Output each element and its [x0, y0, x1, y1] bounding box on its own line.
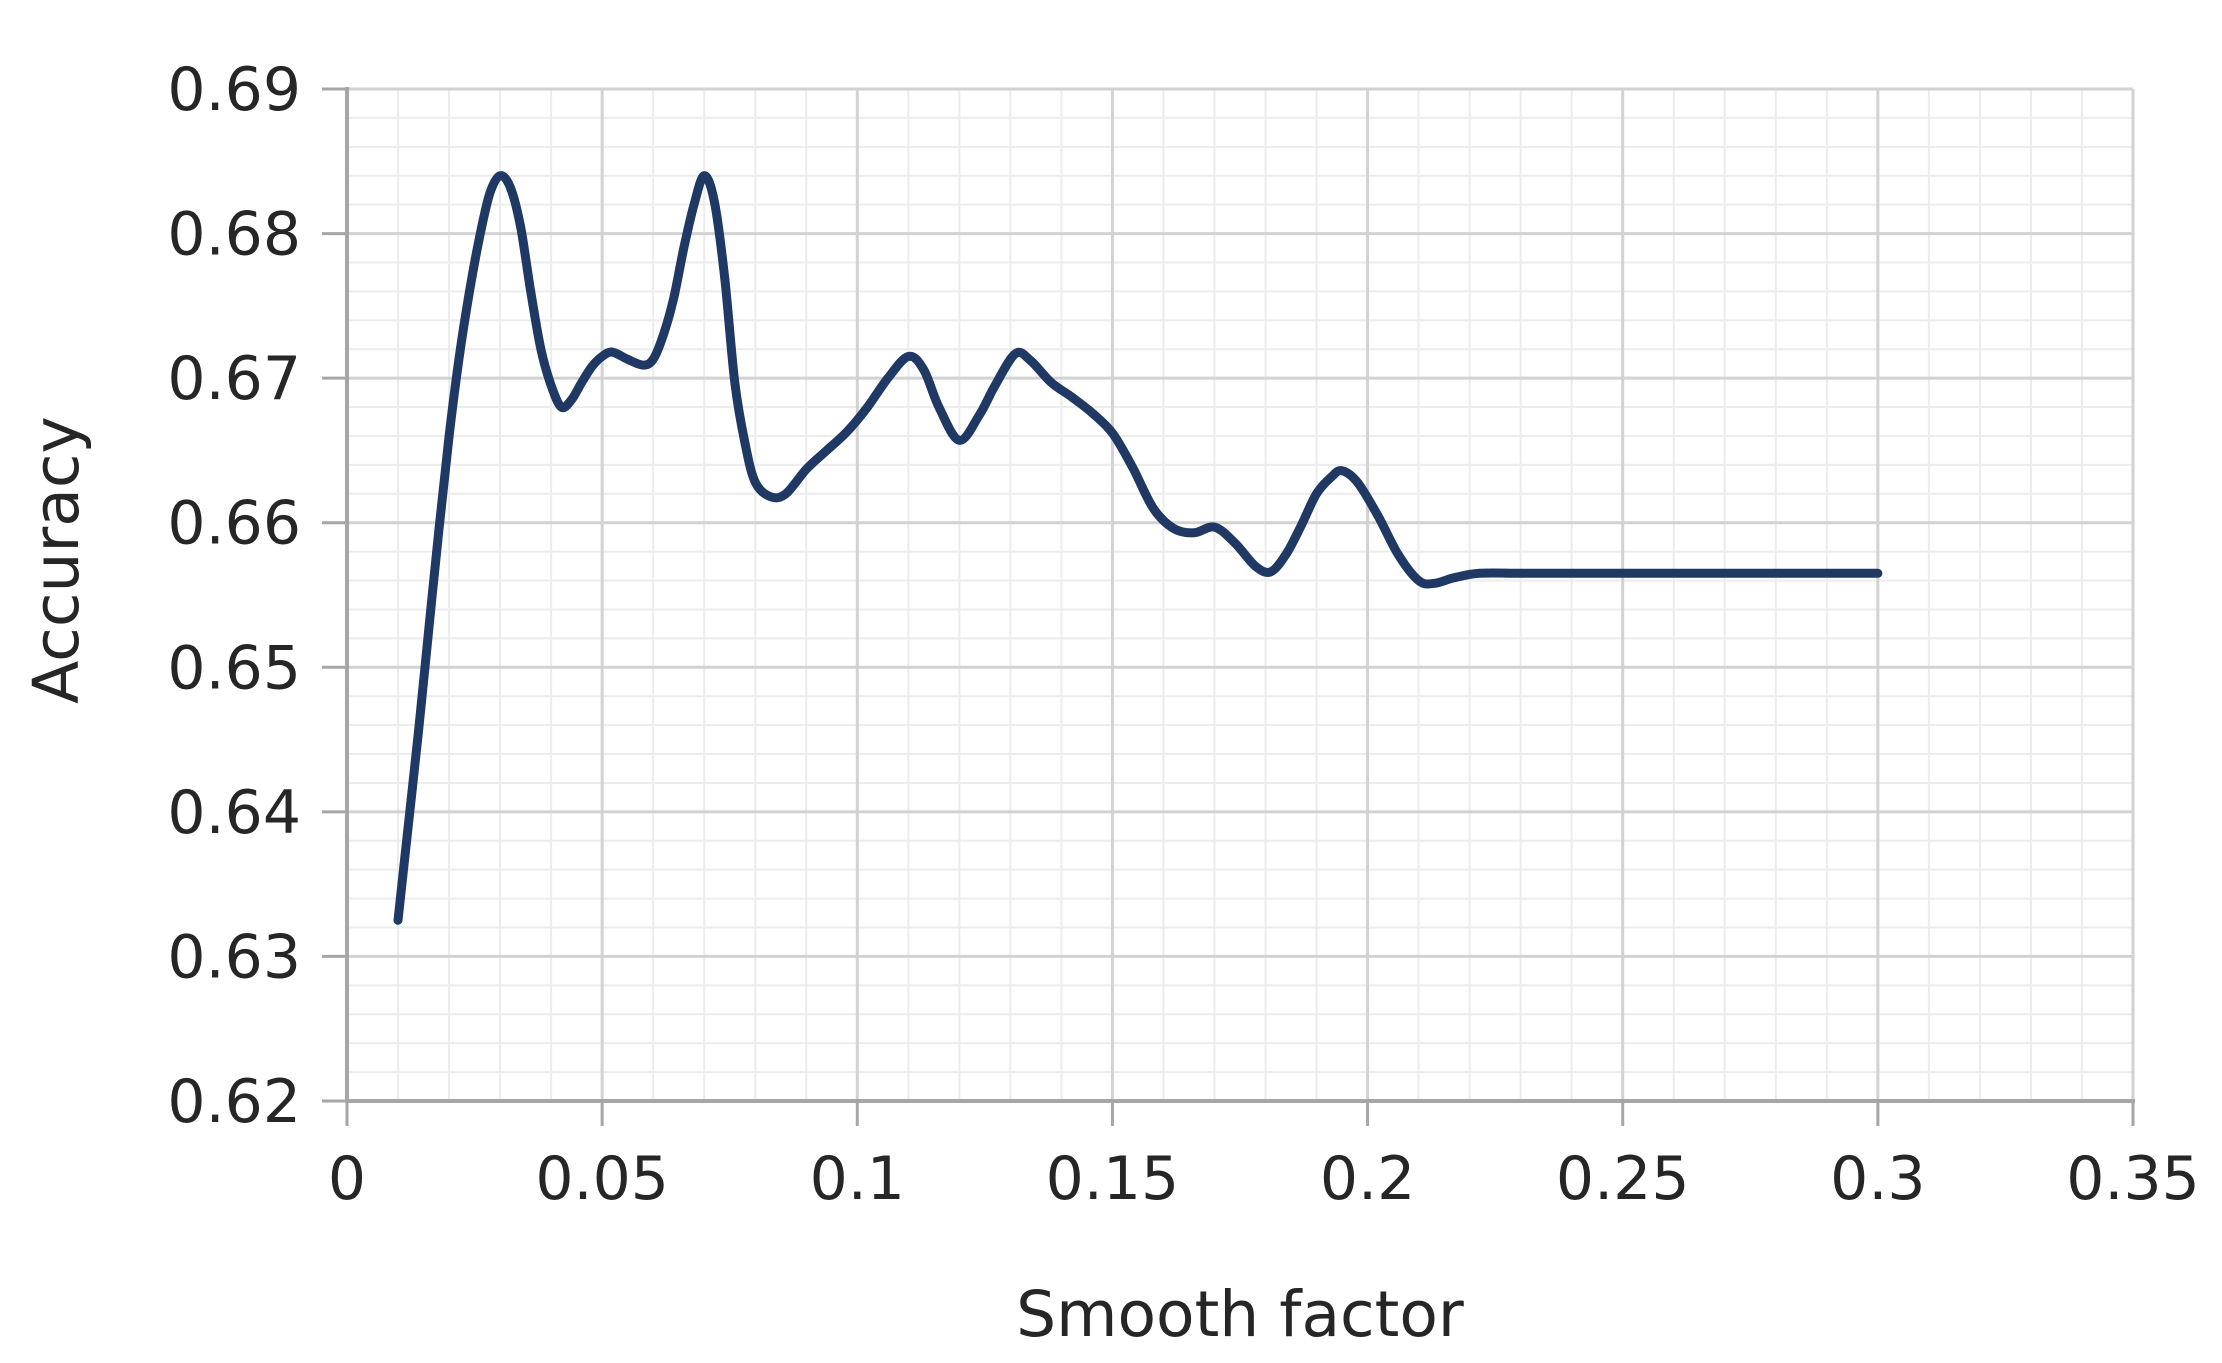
data-series: [393, 171, 1883, 925]
x-tick-label: 0: [328, 1144, 366, 1214]
x-tick-label: 0.1: [810, 1144, 905, 1214]
y-tick-label: 0.64: [167, 778, 301, 848]
y-tick-label: 0.67: [167, 344, 301, 414]
x-tick-label: 0.25: [1556, 1144, 1690, 1214]
y-tick-label: 0.69: [167, 55, 301, 125]
y-tick-label: 0.62: [167, 1067, 301, 1137]
axis-ticks: [322, 87, 2135, 1126]
y-axis-title: Accuracy: [20, 416, 93, 704]
x-tick-label: 0.15: [1046, 1144, 1180, 1214]
x-tick-label: 0.05: [535, 1144, 669, 1214]
y-tick-label: 0.65: [167, 633, 301, 703]
minor-gridlines: [347, 89, 2133, 1101]
x-tick-label: 0.35: [2066, 1144, 2200, 1214]
x-axis-title: Smooth factor: [1016, 1278, 1464, 1351]
y-tick-label: 0.66: [167, 489, 301, 559]
axes: [345, 87, 2135, 1103]
tick-labels: 0 0.05 0.1 0.15 0.2 0.25 0.3 0.35 0.62 0.63 0.64 0.…: [167, 55, 2199, 1214]
y-tick-label: 0.68: [167, 200, 301, 270]
accuracy-curve: [393, 171, 1883, 925]
x-tick-label: 0.3: [1830, 1144, 1925, 1214]
x-tick-label: 0.2: [1320, 1144, 1415, 1214]
y-tick-label: 0.63: [167, 922, 301, 992]
major-gridlines: [347, 87, 2133, 1101]
